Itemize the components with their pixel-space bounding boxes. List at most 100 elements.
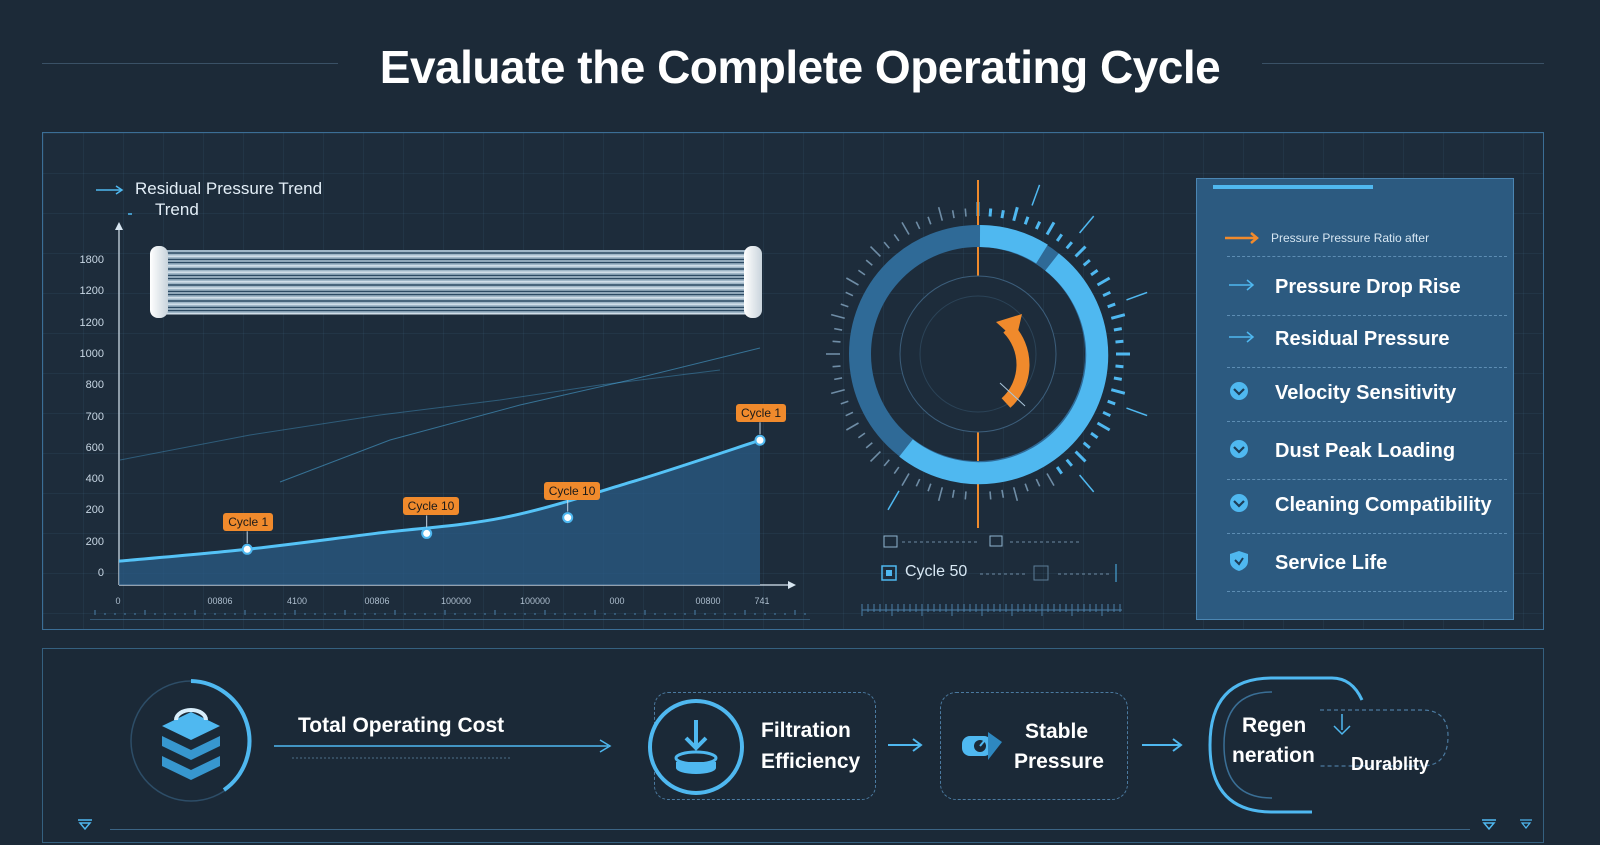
gauge-core-circle	[919, 295, 1037, 413]
metric-separator	[1227, 367, 1507, 368]
y-tick-label: 800	[85, 379, 104, 392]
panel-header-bar	[1213, 185, 1373, 189]
title-rule-right	[1262, 63, 1544, 64]
gauge-inner-circle	[899, 275, 1057, 433]
corner-filter-icon-far-right	[1520, 819, 1532, 829]
metric-label: Velocity Sensitivity	[1275, 381, 1457, 404]
title-rule-left	[42, 63, 338, 64]
background-trend-line-2	[119, 369, 721, 461]
x-tick-label: 000	[609, 596, 625, 606]
gauge-arc-top	[979, 225, 1048, 264]
data-point	[421, 527, 433, 539]
series-line	[118, 438, 761, 563]
x-tick-label: 00806	[207, 596, 233, 606]
stable-label-2: Pressure	[1014, 750, 1104, 773]
stable-label-1: Stable	[1025, 720, 1089, 743]
stable-pressure-stage-box	[940, 692, 1128, 800]
metric-label: Pressure Drop Rise	[1275, 275, 1461, 298]
y-tick-label: 1200	[79, 285, 104, 298]
metric-label: Residual Pressure	[1275, 327, 1450, 350]
metrics-panel: Pressure Pressure Ratio after Pressure D…	[1196, 178, 1514, 620]
y-tick-label: 0	[97, 567, 104, 579]
x-tick-label: 0	[115, 596, 121, 606]
metric-separator	[1227, 315, 1507, 316]
series-area	[119, 440, 760, 585]
cycle-callout: Cycle 1	[223, 513, 274, 532]
data-point	[754, 434, 766, 446]
orange-arrow-icon	[1225, 232, 1259, 244]
flow-arrow-3	[1142, 738, 1183, 752]
cycle-callout: Cycle 10	[402, 497, 460, 516]
cost-stack-icon	[130, 679, 252, 802]
y-tick-label: 1800	[79, 254, 104, 266]
regen-label-2: neration	[1232, 744, 1315, 767]
page-title: Evaluate the Complete Operating Cycle	[379, 41, 1221, 93]
corner-filter-icon-right	[1482, 819, 1496, 831]
y-tick-label: 1200	[79, 316, 104, 329]
panel-header-label: Pressure Pressure Ratio after	[1271, 231, 1430, 245]
cycle-callout: Cycle 10	[543, 481, 601, 500]
metric-label: Cleaning Compatibility	[1275, 493, 1492, 516]
gauge-arc-main	[899, 253, 1109, 485]
square-marker-icon	[881, 565, 897, 581]
shield-icon	[1227, 550, 1257, 577]
data-point	[241, 543, 253, 555]
arrow-right-icon	[1227, 278, 1257, 297]
y-tick-label: 400	[85, 473, 104, 486]
metric-separator	[1227, 533, 1507, 534]
y-tick-label: 600	[85, 441, 104, 454]
metric-item: Service Life	[1227, 543, 1497, 583]
pressure-gauge-icon	[962, 732, 1002, 760]
background-trend-line	[279, 347, 761, 483]
x-tick-label: 100000	[519, 596, 551, 606]
y-tick-label: 200	[85, 535, 104, 548]
cycle-50-label: Cycle 50	[905, 563, 968, 580]
filter-cartridge-icon	[150, 246, 762, 318]
line-chart	[90, 222, 810, 620]
filtration-icon	[648, 699, 744, 795]
metric-item: Pressure Drop Rise	[1227, 267, 1497, 307]
chevron-circle-icon	[1227, 438, 1257, 465]
gauge-legend-row	[880, 530, 1110, 550]
y-axis-arrow-icon	[115, 222, 123, 230]
chart-legend-secondary: Trend	[155, 200, 199, 219]
cycle-callout: Cycle 1	[736, 404, 787, 423]
chart-legend-primary: Residual Pressure Trend	[135, 179, 323, 198]
y-tick-label: 700	[85, 410, 104, 423]
arrow-right-icon	[1227, 330, 1257, 349]
metric-label: Dust Peak Loading	[1275, 439, 1456, 462]
gauge-arrowhead-icon	[996, 314, 1022, 340]
y-tick-label: 200	[85, 504, 104, 517]
durability-label: Durablity	[1351, 754, 1430, 774]
metric-item: Velocity Sensitivity	[1227, 373, 1497, 413]
metric-item: Cleaning Compatibility	[1227, 485, 1497, 525]
filtration-label-1: Filtration	[761, 719, 851, 742]
filtration-label-2: Efficiency	[761, 750, 861, 773]
x-tick-label: 741	[754, 596, 770, 606]
gauge-tick-ring	[826, 184, 1148, 511]
ruler-ticks	[94, 610, 806, 615]
metric-item: Dust Peak Loading	[1227, 431, 1497, 471]
chevron-circle-icon	[1227, 380, 1257, 407]
x-axis-arrow-icon	[788, 581, 796, 589]
metric-separator	[1227, 479, 1507, 480]
metric-label: Service Life	[1275, 551, 1388, 574]
corner-filter-icon-left	[78, 819, 92, 831]
metric-separator	[1227, 421, 1507, 422]
x-tick-label: 00806	[364, 596, 390, 606]
bottom-rule	[110, 829, 1470, 830]
gauge-ruler	[861, 604, 1122, 616]
metric-separator	[1227, 591, 1507, 592]
y-tick-label: 1000	[79, 347, 104, 360]
regeneration-frame	[1208, 676, 1449, 814]
cycle-gauge	[826, 180, 1148, 528]
total-operating-cost-label: Total Operating Cost	[298, 714, 505, 737]
x-tick-label: 00800	[695, 596, 721, 606]
metric-item: Residual Pressure	[1227, 319, 1497, 359]
flow-arrow-2	[888, 738, 923, 752]
flow-arrow-1	[274, 739, 612, 759]
regen-label-1: Regen	[1242, 714, 1307, 737]
x-tick-label: 100000	[440, 596, 472, 606]
chevron-circle-icon	[1227, 492, 1257, 519]
legend-arrow-icon	[96, 185, 132, 215]
